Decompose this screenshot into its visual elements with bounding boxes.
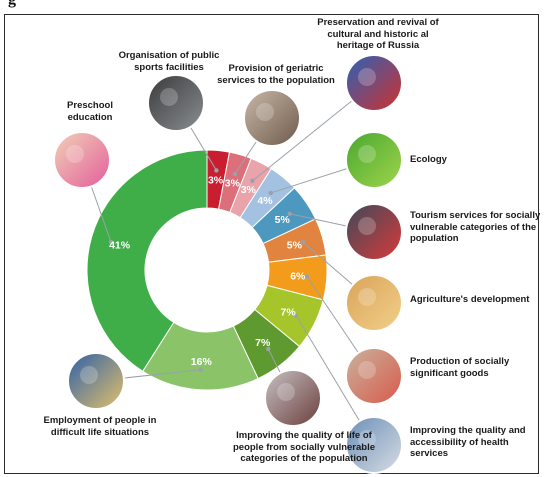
leader-dot-geriatric (232, 171, 238, 177)
value-label-sports: 3% (208, 174, 224, 186)
label-sports-facilities: Organisation of public sports facilities (118, 50, 220, 73)
photo-highlight-geriatric (256, 103, 274, 121)
photo-sports (147, 74, 205, 132)
photo-health (345, 416, 403, 474)
value-label-ecology: 4% (257, 195, 273, 207)
value-label-agriculture: 5% (287, 240, 303, 252)
slice-value-labels: 3% 3%3%4%5%5%6%7%7%16%41% (109, 174, 306, 367)
label-preschool-education: Preschool education (67, 100, 113, 123)
leader-dot-agriculture (300, 239, 306, 245)
leader-dot-sports (214, 168, 219, 173)
label-cultural-heritage: Preservation and revival of cultural and… (317, 17, 439, 51)
photo-goods (345, 347, 403, 405)
photo-heritage (345, 54, 403, 112)
value-label-health: 7% (280, 306, 296, 318)
label-tourism-services: Tourism services for socially vulnerable… (410, 210, 541, 244)
photo-highlight-goods (358, 361, 376, 379)
label-agriculture: Agriculture's development (410, 294, 530, 305)
leader-dot-employment (198, 367, 203, 373)
leader-dot-tourism (287, 211, 292, 216)
leader-dot-health (293, 313, 299, 318)
photo-quality-of-life (264, 369, 322, 427)
photo-highlight-tourism (358, 217, 376, 235)
photo-highlight-heritage (358, 68, 376, 86)
photo-ecology (345, 131, 403, 189)
label-socially-significant-goods: Production of socially significant goods (410, 356, 510, 379)
leader-dot-heritage (250, 178, 255, 184)
leader-dot-preschool (108, 239, 114, 245)
value-label-geriatric: 3% (225, 178, 241, 190)
photo-highlight-preschool (66, 145, 84, 163)
photo-highlight-agriculture (358, 288, 376, 306)
photo-highlight-employment (80, 366, 98, 384)
photo-highlight-sports (160, 88, 178, 106)
photo-tourism (345, 203, 403, 261)
label-employment: Employment of people in difficult life s… (43, 415, 157, 438)
photo-geriatric (243, 89, 301, 147)
value-label-employment: 16% (191, 356, 213, 368)
value-label-goods: 6% (290, 271, 306, 283)
value-label-preschool: 41% (109, 240, 131, 252)
value-label-heritage: 3% (241, 184, 257, 196)
photo-highlight-ecology (358, 145, 376, 163)
photo-highlight-health (358, 430, 376, 448)
value-label-tourism: 5% (275, 214, 291, 226)
photo-preschool (53, 131, 111, 189)
photo-agriculture (345, 274, 403, 332)
leader-dot-ecology (268, 190, 273, 196)
label-ecology: Ecology (410, 154, 447, 165)
leader-dot-goods (304, 274, 310, 279)
label-quality-of-life: Improving the quality of life of people … (232, 430, 376, 464)
leader-dot-quality-of-life (266, 346, 271, 352)
category-photos (53, 54, 403, 474)
label-health-services: Improving the quality and accessibility … (410, 425, 526, 459)
photo-highlight-quality-of-life (277, 383, 295, 401)
label-geriatric-services: Provision of geriatric services to the p… (217, 63, 335, 86)
value-label-quality-of-life: 7% (255, 337, 271, 349)
figure-title: g (8, 0, 16, 9)
slice-preschool (86, 149, 208, 373)
photo-employment (67, 352, 125, 410)
